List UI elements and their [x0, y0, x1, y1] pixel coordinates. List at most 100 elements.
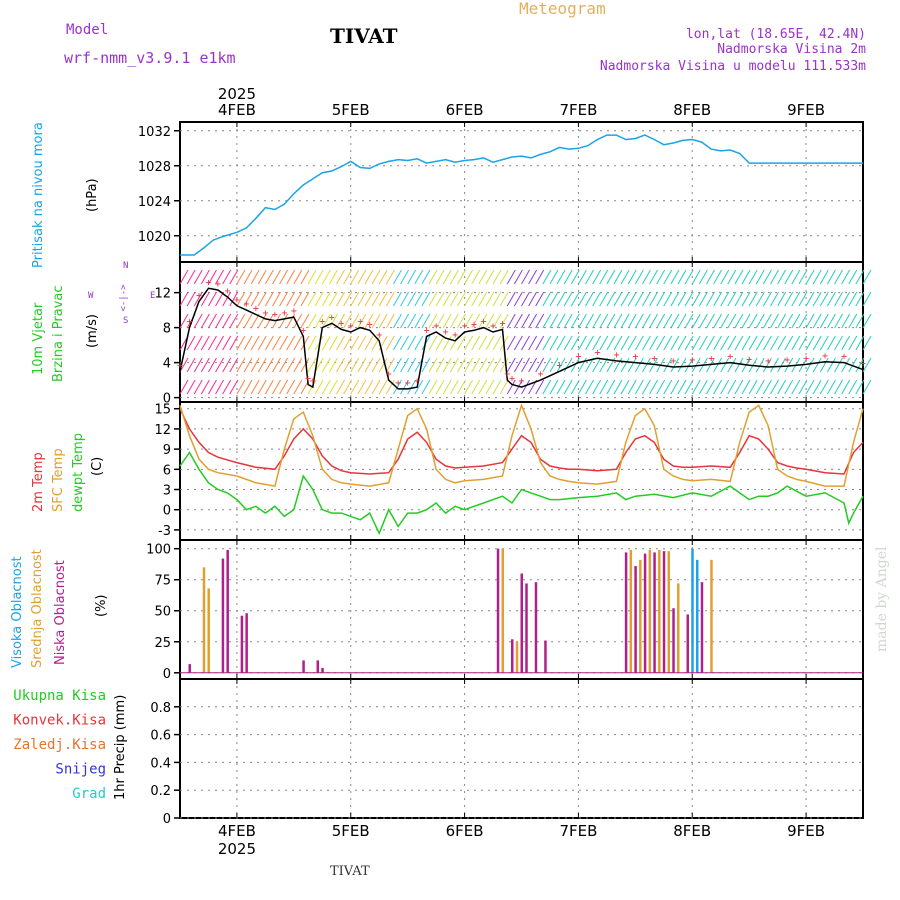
wind-barb [428, 335, 438, 351]
wind-barb [862, 379, 872, 395]
model-name: wrf-nmm_v3.9.1 e1km [64, 49, 236, 67]
wind-barb [336, 335, 345, 351]
wind-barb [855, 291, 865, 307]
wind-barb [314, 269, 324, 285]
wind-barb [393, 379, 402, 395]
wind-barb [698, 335, 708, 351]
wind-barb [727, 357, 737, 373]
pressure-unit: (hPa) [85, 178, 100, 212]
wind-barb [734, 291, 744, 307]
top-date-label: 6FEB [446, 101, 484, 119]
wind-barb [570, 379, 580, 395]
wind-barb [407, 313, 417, 329]
wind-barb [193, 313, 203, 329]
wind-barb [812, 269, 822, 285]
wind-barb [677, 335, 687, 351]
precip-legend: Ukupna Kisa Konvek.Kisa Zaledj.Kisa Snijeg G… [13, 688, 106, 802]
precip-ytick-label: 0.4 [150, 756, 171, 771]
bottom-date-label: 9FEB [787, 822, 825, 840]
temperature-panel: -3 0 3 6 9 12 15 [154, 401, 864, 541]
wind-barb [848, 269, 858, 285]
wind-unit: (m/s) [85, 314, 100, 348]
wind-barb [592, 335, 602, 351]
wind-barb [336, 291, 345, 307]
wind-ytick-label: 0 [163, 392, 171, 407]
top-date-label: 4FEB [218, 101, 256, 119]
wind-barb [400, 291, 409, 307]
wind-ytick-label: 8 [163, 322, 171, 337]
wind-barb [528, 335, 538, 351]
wind-gust-marker: + [329, 312, 335, 323]
wind-gust-marker: + [433, 321, 439, 332]
wind-barb [677, 357, 687, 373]
wind-barb [357, 291, 367, 307]
wind-barb [613, 269, 623, 285]
wind-barb [656, 269, 666, 285]
wind-barb [734, 357, 744, 373]
wind-barb [713, 269, 723, 285]
wind-barb [364, 379, 374, 395]
wind-gust-marker: + [822, 351, 828, 362]
cloud-bar-niska [624, 552, 628, 673]
wind-barb [513, 313, 523, 329]
wind-barb [513, 357, 523, 373]
wind-barb [812, 335, 822, 351]
wind-barb [805, 269, 815, 285]
wind-barb [321, 335, 331, 351]
cloud-bar-niska [316, 660, 320, 673]
wind-barb [321, 269, 331, 285]
wind-barb [720, 379, 730, 395]
wind-barb [478, 313, 488, 329]
wind-barb [599, 313, 609, 329]
wind-barb [400, 357, 409, 373]
wind-gust-marker: + [215, 279, 221, 290]
model-label: Model [66, 22, 108, 38]
wind-barb [378, 291, 388, 307]
wind-barb [627, 269, 637, 285]
wind-barb [770, 291, 779, 307]
wind-barb [585, 335, 594, 351]
wind-gust-marker: + [405, 378, 411, 389]
wind-barb [727, 335, 737, 351]
wind-barb [784, 357, 794, 373]
wind-barb [556, 379, 566, 395]
temperature-ytick-label: 0 [163, 504, 171, 519]
wind-barb [371, 335, 381, 351]
wind-barb [435, 335, 445, 351]
wind-barb [606, 269, 616, 285]
wind-barb [812, 291, 822, 307]
wind-barb-field [179, 269, 872, 395]
wind-barb [200, 313, 210, 329]
wind-barb [627, 291, 637, 307]
precip-legend-item: Grad [72, 786, 106, 802]
bottom-date-label: 8FEB [673, 822, 711, 840]
wind-barb [535, 291, 545, 307]
cloud-bar-niska [686, 614, 690, 673]
wind-barb [307, 313, 317, 329]
wind-barb [179, 291, 189, 307]
wind-barb [706, 335, 715, 351]
wind-barb [336, 379, 345, 395]
wind-barb [328, 313, 338, 329]
wind-gust-marker: + [367, 319, 373, 330]
wind-barb [243, 335, 253, 351]
wind-barb [656, 335, 666, 351]
wind-barb [770, 379, 779, 395]
wind-barb [642, 335, 651, 351]
compass-arrow: <-|-> [119, 284, 129, 312]
wind-barb [677, 379, 687, 395]
cloud-bar-niska [700, 582, 704, 673]
wind-barb [791, 291, 801, 307]
wind-barb [300, 269, 310, 285]
wind-barb [414, 379, 424, 395]
wind-barb [713, 313, 723, 329]
wind-barb [620, 313, 630, 329]
cloud-ylabel-2: Srednja Oblacnost [30, 549, 45, 668]
wind-barb [186, 269, 196, 285]
wind-barb [350, 313, 360, 329]
wind-barb [300, 335, 310, 351]
wind-barb [193, 269, 203, 285]
wind-barb [556, 357, 566, 373]
wind-barb [770, 335, 779, 351]
wind-gust-marker: + [452, 330, 458, 341]
